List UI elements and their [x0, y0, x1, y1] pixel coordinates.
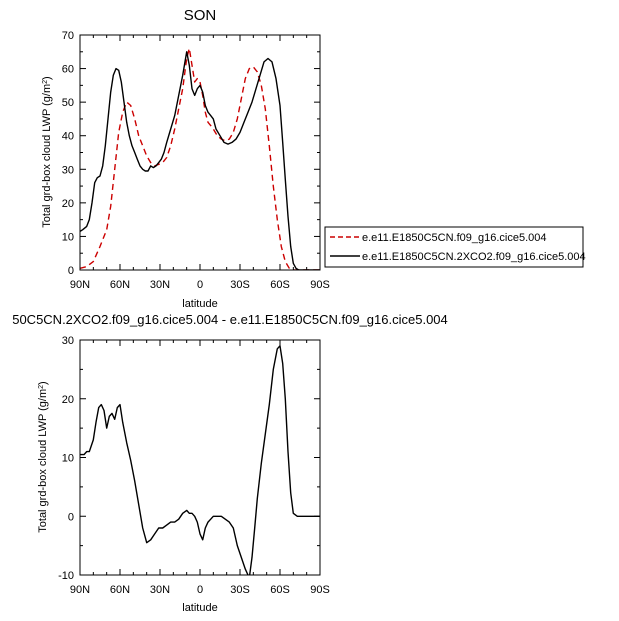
- chart-top-ytick-label: 70: [62, 30, 74, 42]
- chart-bottom-ytick-label: -10: [58, 570, 74, 582]
- chart-bottom-xtick-label: 60N: [110, 584, 130, 596]
- chart-bottom-ytick-label: 0: [68, 511, 74, 523]
- chart-bottom-xtick-label: 90S: [310, 584, 330, 596]
- legend-label-2xco2: e.e11.E1850C5CN.2XCO2.f09_g16.cice5.004: [362, 251, 586, 263]
- legend-box: [324, 226, 584, 268]
- chart-top: SON Total grd-box cloud LWP (g/m2) latit…: [41, 7, 586, 310]
- legend-label-control: e.e11.E1850C5CN.f09_g16.cice5.004: [362, 232, 547, 244]
- chart-top-title: SON: [184, 7, 217, 24]
- chart-top-ytick-label: 10: [62, 231, 74, 243]
- chart-bottom-ylabel: Total grd-box cloud LWP (g/m2): [37, 381, 49, 532]
- chart-bottom-xtick-label: 30N: [150, 584, 170, 596]
- chart-bottom-title: 50C5CN.2XCO2.f09_g16.cice5.004 - e.e11.E…: [12, 312, 448, 327]
- chart-bottom-xlabel: latitude: [182, 602, 217, 614]
- chart-bottom-ytick-label: 10: [62, 453, 74, 465]
- chart-top-ytick-label: 0: [68, 265, 74, 277]
- chart-bottom-xtick-label: 90N: [70, 584, 90, 596]
- chart-bottom-xtick-label: 60S: [270, 584, 290, 596]
- chart-bottom: 50C5CN.2XCO2.f09_g16.cice5.004 - e.e11.E…: [12, 312, 448, 614]
- chart-bottom-ytick-label: 30: [62, 335, 74, 347]
- chart-top-xtick-label: 90N: [70, 279, 90, 291]
- chart-top-ytick-label: 30: [62, 164, 74, 176]
- chart-top-xlabel: latitude: [182, 298, 217, 310]
- chart-top-ytick-label: 50: [62, 97, 74, 109]
- chart-bottom-series-0-line: [80, 345, 320, 575]
- chart-top-ylabel: Total grd-box cloud LWP (g/m2): [41, 76, 53, 227]
- chart-top-xtick-label: 90S: [310, 279, 330, 291]
- chart-top-xtick-label: 0: [197, 279, 203, 291]
- chart-top-xtick-label: 60S: [270, 279, 290, 291]
- chart-top-xtick-label: 30S: [230, 279, 250, 291]
- chart-top-ytick-label: 40: [62, 131, 74, 143]
- chart-top-ytick-label: 60: [62, 64, 74, 76]
- chart-top-legend: e.e11.E1850C5CN.f09_g16.cice5.004 e.e11.…: [324, 226, 586, 268]
- chart-top-series-1-line: [80, 51, 320, 270]
- chart-top-ytick-label: 20: [62, 198, 74, 210]
- chart-top-xtick-label: 60N: [110, 279, 130, 291]
- chart-top-xtick-label: 30N: [150, 279, 170, 291]
- chart-bottom-xtick-label: 30S: [230, 584, 250, 596]
- chart-bottom-ytick-label: 20: [62, 394, 74, 406]
- chart-top-series-0-line: [80, 47, 320, 270]
- chart-bottom-xtick-label: 0: [197, 584, 203, 596]
